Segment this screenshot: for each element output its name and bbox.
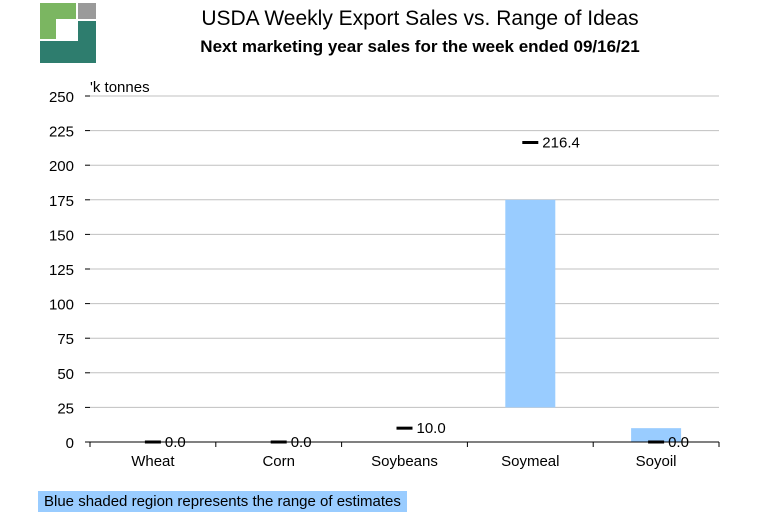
- y-tick-label: 150: [49, 227, 74, 244]
- chart-title: USDA Weekly Export Sales vs. Range of Id…: [201, 7, 639, 30]
- range-bar: [631, 428, 682, 442]
- y-tick-label: 0: [66, 435, 74, 452]
- data-label: 216.4: [542, 135, 580, 152]
- y-tick-label: 75: [57, 331, 74, 348]
- data-label: 0.0: [291, 434, 312, 451]
- y-axis-label: 'k tonnes: [90, 79, 150, 96]
- y-tick-label: 100: [49, 297, 74, 314]
- data-label: 10.0: [417, 420, 446, 437]
- x-tick-label: Soybeans: [371, 453, 438, 470]
- logo-gray-block: [78, 3, 96, 19]
- x-tick-label: Wheat: [131, 453, 175, 470]
- data-label: 0.0: [668, 434, 689, 451]
- x-tick-label: Soyoil: [636, 453, 677, 470]
- logo: [40, 3, 96, 63]
- y-tick-label: 250: [49, 89, 74, 106]
- range-bar: [505, 199, 556, 408]
- footnote: Blue shaded region represents the range …: [38, 491, 407, 512]
- y-tick-label: 50: [57, 366, 74, 383]
- data-label: 0.0: [165, 434, 186, 451]
- logo-teal-block-upper: [78, 21, 96, 43]
- y-tick-label: 125: [49, 262, 74, 279]
- y-tick-label: 225: [49, 124, 74, 141]
- logo-teal-block: [40, 41, 96, 63]
- y-tick-label: 175: [49, 193, 74, 210]
- x-tick-label: Corn: [262, 453, 295, 470]
- y-tick-label: 25: [57, 400, 74, 417]
- chart-subtitle: Next marketing year sales for the week e…: [200, 37, 640, 56]
- logo-white-notch: [56, 19, 78, 41]
- x-tick-label: Soymeal: [501, 453, 559, 470]
- y-tick-label: 200: [49, 158, 74, 175]
